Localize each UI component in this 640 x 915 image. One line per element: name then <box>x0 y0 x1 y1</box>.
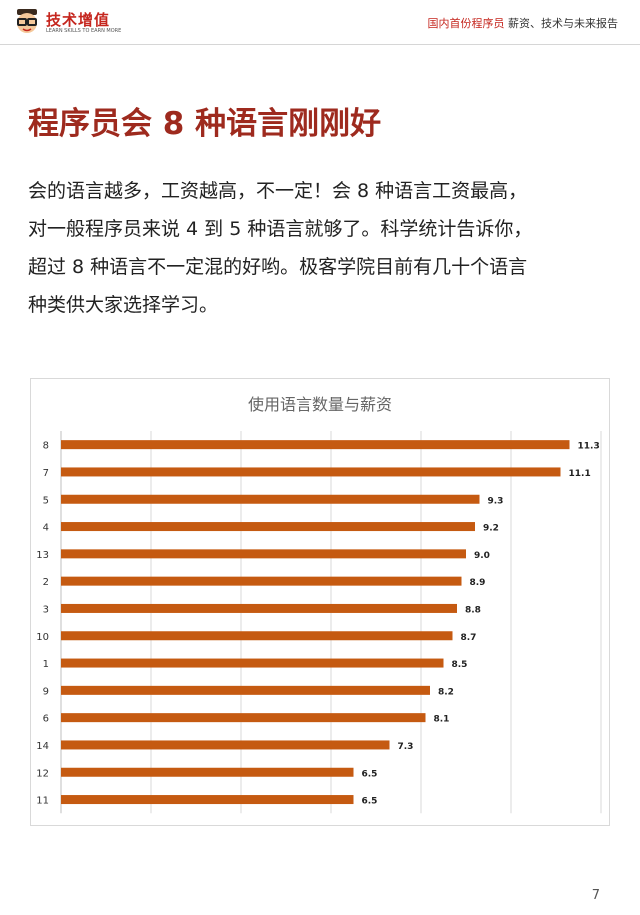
logo-tagline: LEARN SKILLS TO EARN MORE <box>46 28 122 34</box>
category-label: 6 <box>43 714 49 725</box>
category-label: 11 <box>36 796 49 807</box>
bar <box>61 494 480 504</box>
data-label: 8.8 <box>465 605 481 615</box>
data-label: 7.3 <box>398 742 414 752</box>
bar <box>61 658 444 668</box>
data-label: 9.0 <box>474 551 490 561</box>
data-label: 8.9 <box>470 578 486 588</box>
bar <box>61 522 475 532</box>
bar <box>61 631 453 641</box>
logo-name: 技术增值 <box>46 11 111 29</box>
category-label: 4 <box>43 523 49 534</box>
bar <box>61 713 426 723</box>
bar <box>61 576 462 586</box>
bar <box>61 549 466 559</box>
bar-chart: 使用语言数量与薪资 8 11.3 7 11.1 5 9.3 4 9.2 13 9.0 2 8.9 3 8.8… <box>36 395 602 814</box>
body-line: 会的语言越多，工资越高，不一定！会 8 种语言工资最高， <box>28 180 528 202</box>
data-label: 11.1 <box>569 469 591 479</box>
body-line: 对一般程序员来说 4 到 5 种语言就够了。科学统计告诉你， <box>28 218 533 240</box>
data-label: 8.2 <box>438 687 454 697</box>
category-label: 1 <box>43 659 49 670</box>
bar <box>61 767 354 777</box>
data-label: 8.7 <box>461 633 477 643</box>
category-label: 5 <box>43 495 49 506</box>
category-label: 10 <box>36 632 49 643</box>
report-title: 国内首份程序员 薪资、技术与未来报告 <box>428 15 619 31</box>
data-label: 6.5 <box>362 769 378 779</box>
body-paragraph: 会的语言越多，工资越高，不一定！会 8 种语言工资最高， 对一般程序员来说 4 … <box>28 172 618 324</box>
category-label: 12 <box>36 768 49 779</box>
category-label: 9 <box>43 686 49 697</box>
page-title: 程序员会 8 种语言刚刚好 <box>28 106 382 142</box>
category-label: 13 <box>36 550 49 561</box>
category-label: 8 <box>43 441 49 452</box>
chart-title: 使用语言数量与薪资 <box>248 395 392 414</box>
category-label: 14 <box>36 741 49 752</box>
category-label: 2 <box>43 577 49 588</box>
data-label: 9.3 <box>488 496 504 506</box>
bar <box>61 740 390 750</box>
data-label: 9.2 <box>483 524 499 534</box>
page-header: 技术增值 LEARN SKILLS TO EARN MORE 国内首份程序员 薪… <box>0 0 640 44</box>
category-label: 3 <box>43 604 49 615</box>
logo: 技术增值 LEARN SKILLS TO EARN MORE <box>14 8 154 38</box>
geek-face-icon <box>17 9 37 33</box>
header-divider <box>0 44 640 45</box>
report-title-accent: 国内首份程序员 <box>427 17 505 30</box>
bar <box>61 685 430 695</box>
bar <box>61 440 570 450</box>
bar <box>61 603 457 613</box>
data-label: 11.3 <box>578 442 600 452</box>
bar <box>61 467 561 477</box>
body-line: 超过 8 种语言不一定混的好哟。极客学院目前有几十个语言 <box>28 256 528 278</box>
page-number: 7 <box>591 888 600 903</box>
data-label: 8.1 <box>434 715 450 725</box>
salary-chart: 使用语言数量与薪资 8 11.3 7 11.1 5 9.3 4 9.2 13 9.0 2 8.9 3 8.8… <box>30 378 610 826</box>
category-label: 7 <box>43 468 49 479</box>
data-label: 8.5 <box>452 660 468 670</box>
data-label: 6.5 <box>362 797 378 807</box>
bar <box>61 795 354 805</box>
body-line: 种类供大家选择学习。 <box>28 294 219 316</box>
report-title-rest: 薪资、技术与未来报告 <box>504 17 618 30</box>
